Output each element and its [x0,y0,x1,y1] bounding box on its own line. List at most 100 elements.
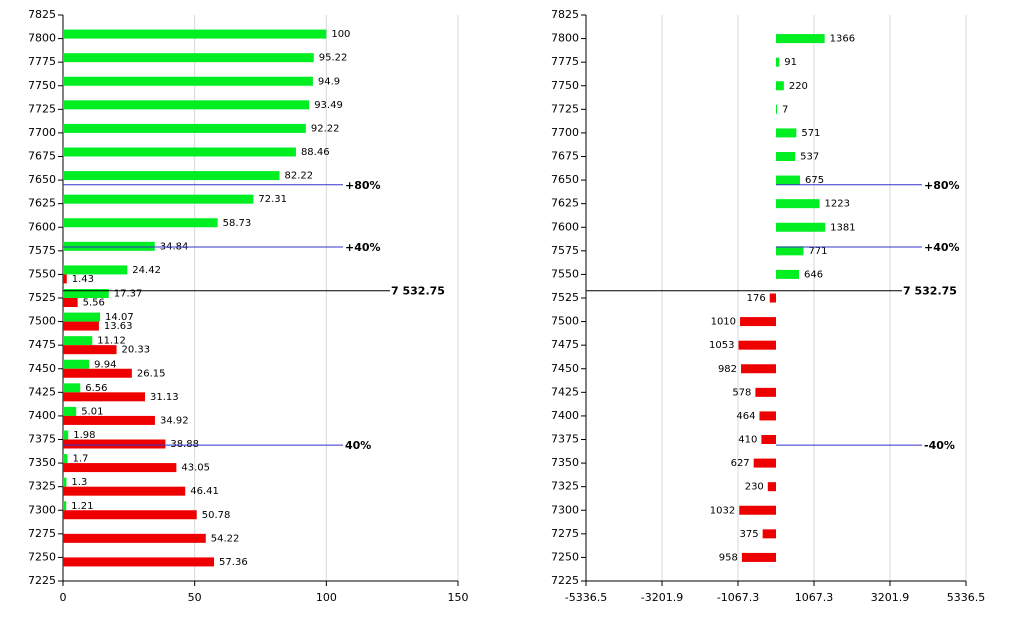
pivot-label: 7 532.75 [391,285,445,298]
data-label: 100 [331,29,350,40]
y-tick-label: 7600 [28,220,56,233]
x-tick-label: -3201.9 [641,591,683,604]
bar-down [63,557,215,567]
y-tick-label: 7800 [28,32,56,45]
data-label: 220 [789,81,808,92]
data-label: 92.22 [311,123,340,134]
data-label: 578 [732,387,751,398]
bar-up [776,81,784,91]
y-tick-label: 7575 [551,244,579,257]
bar-down [741,552,776,562]
data-label: 31.13 [150,392,179,403]
data-label: 11.12 [97,336,126,347]
data-label: 58.73 [223,218,252,229]
bar-up [63,312,101,322]
y-tick-label: 7550 [28,267,56,280]
data-label: 6.56 [85,383,107,394]
bar-down [761,435,776,444]
bar-up [776,222,826,232]
x-tick-label: 50 [188,591,202,604]
bar-up [776,246,804,256]
y-tick-label: 7600 [551,220,579,233]
bar-up [63,359,90,369]
data-label: 7 [782,104,788,115]
bar-up [776,128,797,138]
data-label: 43.05 [181,463,210,474]
bar-up [63,454,68,464]
bar-down [63,486,186,496]
bar-up [63,383,81,393]
y-tick-label: 7400 [551,409,579,422]
data-label: 20.33 [122,345,151,356]
y-tick-label: 7775 [551,55,579,68]
bar-up [63,53,314,63]
data-label: 17.37 [114,289,143,300]
x-tick-label: -1067.3 [717,591,759,604]
y-tick-label: 7475 [28,338,56,351]
bar-down [739,505,776,515]
y-tick-label: 7700 [551,126,579,139]
y-tick-label: 7450 [551,362,579,375]
y-tick-label: 7450 [28,362,56,375]
bar-down [63,321,99,331]
data-label: 93.49 [314,100,343,111]
bar-up [776,269,800,279]
data-label: 91 [784,57,797,68]
y-tick-label: 7275 [551,527,579,540]
data-label: 9.94 [94,359,116,370]
y-tick-label: 7275 [28,527,56,540]
x-tick-label: 1067.3 [795,591,834,604]
data-label: 1010 [711,317,736,328]
percent-marker-label: -40% [924,439,955,452]
data-label: 46.41 [190,486,219,497]
bar-up [776,34,825,44]
data-label: 176 [747,293,766,304]
bar-down [63,298,78,307]
data-label: 230 [745,482,764,493]
bar-down [63,510,197,520]
bar-up [63,289,109,298]
bar-down [63,345,117,355]
data-label: 571 [801,128,820,139]
y-tick-label: 7750 [28,79,56,92]
y-tick-label: 7700 [28,126,56,139]
data-label: 72.31 [258,194,287,205]
data-label: 982 [718,364,737,375]
y-tick-label: 7400 [28,409,56,422]
data-label: 50.78 [202,510,231,521]
y-tick-label: 7650 [28,173,56,186]
data-label: 375 [740,529,759,540]
bar-up [63,76,313,86]
data-label: 771 [808,246,827,257]
y-tick-label: 7675 [28,150,56,163]
bar-down [63,392,145,402]
bar-up [776,104,777,114]
data-label: 26.15 [137,368,166,379]
y-tick-label: 7325 [28,480,56,493]
data-label: 1053 [709,340,734,351]
y-tick-label: 7800 [551,32,579,45]
data-label: 24.42 [132,265,161,276]
y-tick-label: 7350 [28,456,56,469]
bar-down [741,364,776,374]
bar-down [63,274,67,284]
percent-marker-label: +80% [924,179,960,192]
x-tick-label: 5336.5 [947,591,986,604]
bar-up [63,336,93,346]
bar-up [776,199,820,209]
y-tick-label: 7250 [551,550,579,563]
data-label: 1381 [830,222,855,233]
bar-down [738,340,776,350]
data-label: 1.7 [72,454,88,465]
bar-up [63,100,310,110]
data-label: 13.63 [104,321,133,332]
data-label: 1223 [825,199,850,210]
bar-down [759,411,776,421]
x-tick-label: 0 [60,591,67,604]
y-tick-label: 7375 [28,433,56,446]
data-label: 627 [731,458,750,469]
y-tick-label: 7725 [551,102,579,115]
data-label: 95.22 [319,53,348,64]
data-label: 57.36 [219,557,248,568]
data-label: 410 [738,435,757,446]
